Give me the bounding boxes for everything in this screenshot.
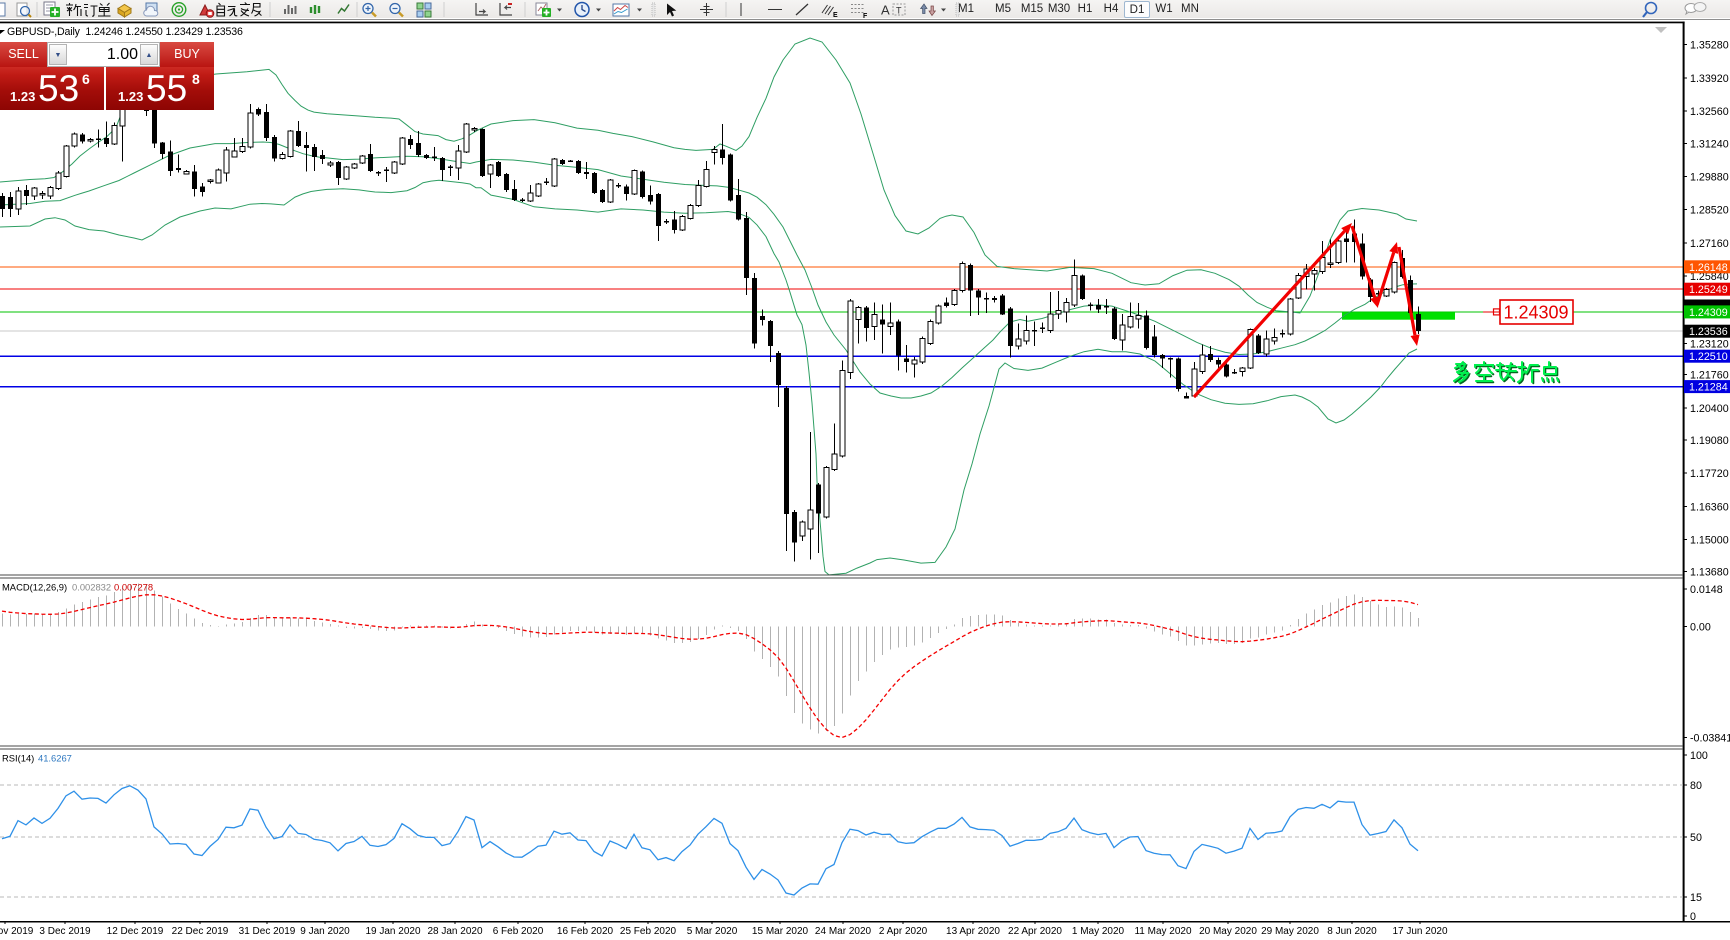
svg-text:15: 15	[1690, 892, 1702, 904]
svg-text:0.007278: 0.007278	[114, 582, 153, 593]
svg-text:22 Apr 2020: 22 Apr 2020	[1008, 926, 1062, 937]
svg-text:MACD(12,26,9): MACD(12,26,9)	[2, 582, 67, 593]
svg-text:1.15000: 1.15000	[1690, 535, 1729, 547]
svg-text:1.24309: 1.24309	[1689, 307, 1728, 319]
svg-text:1.25840: 1.25840	[1690, 271, 1729, 283]
svg-text:50: 50	[1690, 832, 1702, 844]
svg-text:1.21760: 1.21760	[1690, 370, 1729, 382]
svg-text:0.0148: 0.0148	[1690, 584, 1723, 596]
svg-text:20 May 2020: 20 May 2020	[1199, 926, 1257, 937]
svg-text:1.16360: 1.16360	[1690, 501, 1729, 513]
svg-text:9 Jan 2020: 9 Jan 2020	[300, 926, 350, 937]
svg-text:1.24309: 1.24309	[1503, 303, 1568, 323]
svg-text:1.21284: 1.21284	[1689, 382, 1728, 394]
svg-text:16 Feb 2020: 16 Feb 2020	[557, 926, 614, 937]
svg-text:0.002832: 0.002832	[72, 582, 111, 593]
svg-text:A: A	[881, 3, 890, 18]
svg-text:6 Feb 2020: 6 Feb 2020	[493, 926, 544, 937]
svg-text:41.6267: 41.6267	[38, 753, 72, 764]
svg-text:1.20400: 1.20400	[1690, 403, 1729, 415]
svg-text:1.19080: 1.19080	[1690, 435, 1729, 447]
svg-text:29 May 2020: 29 May 2020	[1261, 926, 1319, 937]
svg-text:RSI(14): RSI(14)	[2, 753, 34, 764]
svg-text:13 Apr 2020: 13 Apr 2020	[946, 926, 1000, 937]
svg-text:1.28520: 1.28520	[1690, 205, 1729, 217]
svg-text:1.25249: 1.25249	[1689, 284, 1728, 296]
svg-text:2 Apr 2020: 2 Apr 2020	[879, 926, 928, 937]
svg-text:12 Dec 2019: 12 Dec 2019	[107, 926, 164, 937]
svg-text:1.29880: 1.29880	[1690, 171, 1729, 183]
svg-text:80: 80	[1690, 780, 1702, 792]
svg-text:1.23536: 1.23536	[1689, 326, 1728, 338]
svg-text:17 Jun 2020: 17 Jun 2020	[1392, 926, 1447, 937]
svg-text:31 Dec 2019: 31 Dec 2019	[239, 926, 296, 937]
svg-text:F: F	[863, 13, 868, 20]
svg-text:E: E	[833, 12, 838, 19]
svg-text:3 Dec 2019: 3 Dec 2019	[39, 926, 91, 937]
svg-text:1.33920: 1.33920	[1690, 73, 1729, 85]
svg-text:1.27160: 1.27160	[1690, 238, 1729, 250]
svg-text:1.22510: 1.22510	[1689, 351, 1728, 363]
svg-text:1.35280: 1.35280	[1690, 40, 1729, 52]
svg-text:1.31240: 1.31240	[1690, 138, 1729, 150]
svg-text:25 Feb 2020: 25 Feb 2020	[620, 926, 677, 937]
svg-text:T: T	[896, 6, 902, 16]
svg-text:22 Dec 2019: 22 Dec 2019	[172, 926, 229, 937]
svg-text:11 May 2020: 11 May 2020	[1134, 926, 1192, 937]
svg-text:1.17720: 1.17720	[1690, 468, 1729, 480]
svg-text:5 Mar 2020: 5 Mar 2020	[687, 926, 738, 937]
svg-text:1.23120: 1.23120	[1690, 339, 1729, 351]
svg-text:0: 0	[1690, 911, 1696, 923]
svg-text:1.13680: 1.13680	[1690, 567, 1729, 579]
svg-text:100: 100	[1690, 750, 1708, 762]
svg-text:-0.038415: -0.038415	[1690, 733, 1730, 745]
svg-text:1 May 2020: 1 May 2020	[1072, 926, 1125, 937]
svg-text:24 Mar 2020: 24 Mar 2020	[815, 926, 872, 937]
svg-text:28 Jan 2020: 28 Jan 2020	[427, 926, 482, 937]
svg-text:19 Jan 2020: 19 Jan 2020	[365, 926, 420, 937]
svg-text:8 Jun 2020: 8 Jun 2020	[1327, 926, 1377, 937]
svg-text:0.00: 0.00	[1690, 622, 1711, 634]
svg-text:1.26148: 1.26148	[1689, 262, 1728, 274]
svg-text:15 Mar 2020: 15 Mar 2020	[752, 926, 809, 937]
svg-text:1.32560: 1.32560	[1690, 106, 1729, 118]
svg-text:24 Nov 2019: 24 Nov 2019	[0, 926, 34, 937]
